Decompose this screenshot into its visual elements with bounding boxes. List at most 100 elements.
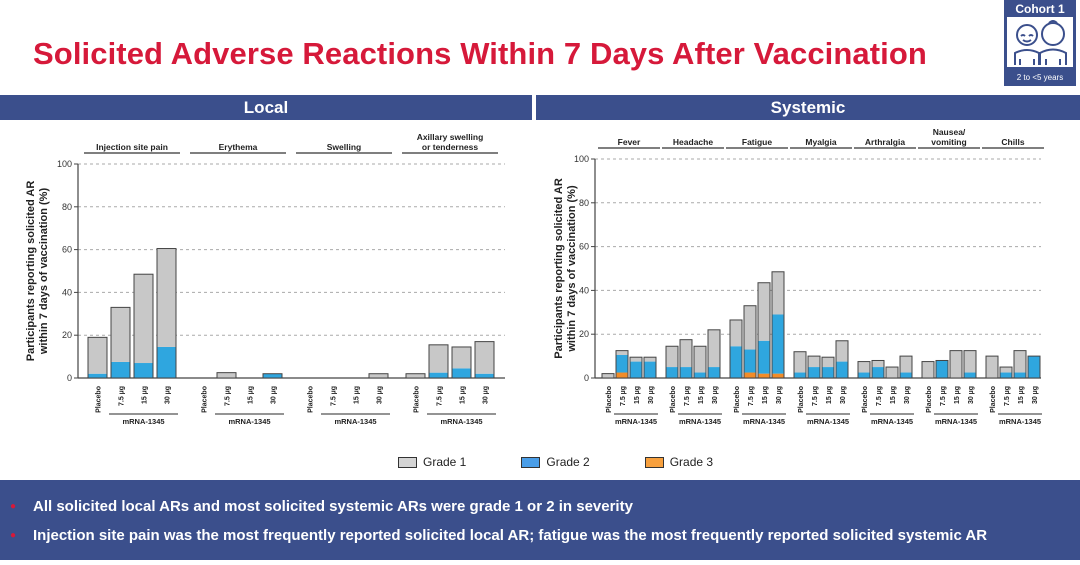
bar-segment-grade2	[744, 349, 756, 373]
bar-segment-grade1	[986, 356, 998, 378]
x-tick-label: 15 µg	[698, 386, 705, 404]
group-bracket-label: mRNA-1345	[999, 417, 1041, 426]
bar-segment-grade2	[644, 361, 656, 378]
bar-outline	[771, 271, 785, 379]
x-tick-label: 30 µg	[904, 386, 911, 404]
x-tick-label: 30 µg	[776, 386, 783, 404]
bar-segment-grade2	[666, 367, 678, 378]
x-tick-label: 15 µg	[634, 386, 641, 404]
group-title: Headache	[673, 137, 713, 147]
bar-outline	[474, 341, 495, 379]
group-bracket-label: mRNA-1345	[334, 417, 376, 426]
group-title: Swelling	[327, 142, 361, 152]
legend-label-grade3: Grade 3	[669, 455, 714, 469]
bar-outline	[643, 356, 657, 379]
x-tick-label: 15 µg	[890, 386, 897, 404]
x-tick-label: 15 µg	[354, 386, 361, 404]
bar-segment-grade1	[666, 346, 678, 368]
group-bracket-label: mRNA-1345	[679, 417, 721, 426]
bar-outline	[1027, 355, 1041, 379]
x-tick-label: 30 µg	[648, 386, 655, 404]
x-tick-label: 7.5 µg	[876, 386, 883, 406]
x-tick-label: Placebo	[308, 386, 315, 413]
bar-outline	[885, 366, 899, 379]
bar-segment-grade2	[822, 367, 834, 378]
y-tick-label: 100	[574, 154, 589, 164]
x-tick-label: 7.5 µg	[940, 386, 947, 406]
bar-segment-grade1	[808, 356, 820, 368]
group-title: Nausea/	[933, 127, 966, 137]
bar-outline	[405, 373, 426, 379]
bar-outline	[262, 373, 283, 379]
bar-outline	[679, 339, 693, 379]
bar-outline	[743, 305, 757, 379]
bar-outline	[428, 344, 449, 379]
bar-segment-grade2	[730, 346, 742, 378]
bar-outline	[807, 355, 821, 379]
y-tick-label: 60	[62, 245, 72, 255]
y-tick-label: 60	[579, 242, 589, 252]
bar-segment-grade1	[694, 346, 706, 373]
bar-segment-grade1	[772, 271, 784, 315]
x-tick-label: 7.5 µg	[119, 386, 126, 406]
bar-segment-grade2	[452, 368, 471, 378]
bar-segment-grade1	[822, 357, 834, 368]
bar-segment-grade2	[680, 367, 692, 378]
x-tick-label: 7.5 µg	[748, 386, 755, 406]
x-tick-label: 15 µg	[826, 386, 833, 404]
bar-outline	[899, 355, 913, 379]
bar-segment-grade1	[602, 373, 614, 378]
group-bracket-label: mRNA-1345	[440, 417, 482, 426]
bar-segment-grade2	[758, 340, 770, 374]
x-tick-label: Placebo	[606, 386, 613, 413]
group-bracket-label: mRNA-1345	[871, 417, 913, 426]
y-axis-label-line: Participants reporting solicited AR	[553, 178, 565, 359]
legend-label-grade2: Grade 2	[546, 455, 590, 469]
bar-segment-grade1	[1014, 350, 1026, 373]
bar-segment-grade1	[922, 361, 934, 378]
y-axis-label-line: within 7 days of vaccination (%)	[566, 185, 578, 353]
y-axis-label-line: Participants reporting solicited AR	[25, 181, 37, 362]
x-tick-label: Placebo	[990, 386, 997, 413]
bar-segment-grade1	[744, 305, 756, 350]
children-icon	[1007, 17, 1073, 67]
y-tick-label: 0	[67, 373, 72, 383]
bar-outline	[665, 345, 679, 379]
bar-outline	[133, 273, 154, 379]
bullet-text: All solicited local ARs and most solicit…	[33, 498, 633, 515]
group-title: Erythema	[219, 142, 258, 152]
group-bracket-label: mRNA-1345	[615, 417, 657, 426]
bar-outline	[921, 361, 935, 379]
cohort-label: Cohort 1	[1015, 2, 1065, 16]
x-tick-label: 15 µg	[1018, 386, 1025, 404]
bar-segment-grade2	[964, 372, 976, 378]
x-tick-label: Placebo	[670, 386, 677, 413]
bar-outline	[857, 361, 871, 379]
bar-outline	[368, 373, 389, 379]
bar-outline	[935, 359, 949, 379]
x-tick-label: Placebo	[734, 386, 741, 413]
bullet-text: Injection site pain was the most frequen…	[33, 527, 988, 544]
y-axis-label: Participants reporting solicited ARwithi…	[553, 178, 578, 359]
bar-segment-grade2	[694, 372, 706, 378]
bar-outline	[729, 319, 743, 379]
x-tick-label: 30 µg	[840, 386, 847, 404]
bar-outline	[693, 345, 707, 379]
bar-segment-grade3	[616, 372, 628, 378]
summary-banner: ● All solicited local ARs and most solic…	[0, 480, 1080, 560]
bar-segment-grade1	[644, 357, 656, 362]
bar-segment-grade2	[936, 360, 948, 378]
group-bracket-label: mRNA-1345	[228, 417, 270, 426]
bar-segment-grade1	[758, 282, 770, 341]
bar-segment-grade2	[429, 372, 448, 378]
legend-item-grade1: Grade 1	[398, 455, 466, 469]
x-tick-label: 15 µg	[460, 386, 467, 404]
x-tick-label: Placebo	[926, 386, 933, 413]
bar-segment-grade2	[836, 361, 848, 378]
x-tick-label: 30 µg	[1032, 386, 1039, 404]
group-title: Injection site pain	[96, 142, 168, 152]
group-title: vomiting	[931, 137, 966, 147]
bar-outline	[757, 282, 771, 379]
bar-segment-grade1	[88, 337, 107, 374]
x-tick-label: Placebo	[96, 386, 103, 413]
